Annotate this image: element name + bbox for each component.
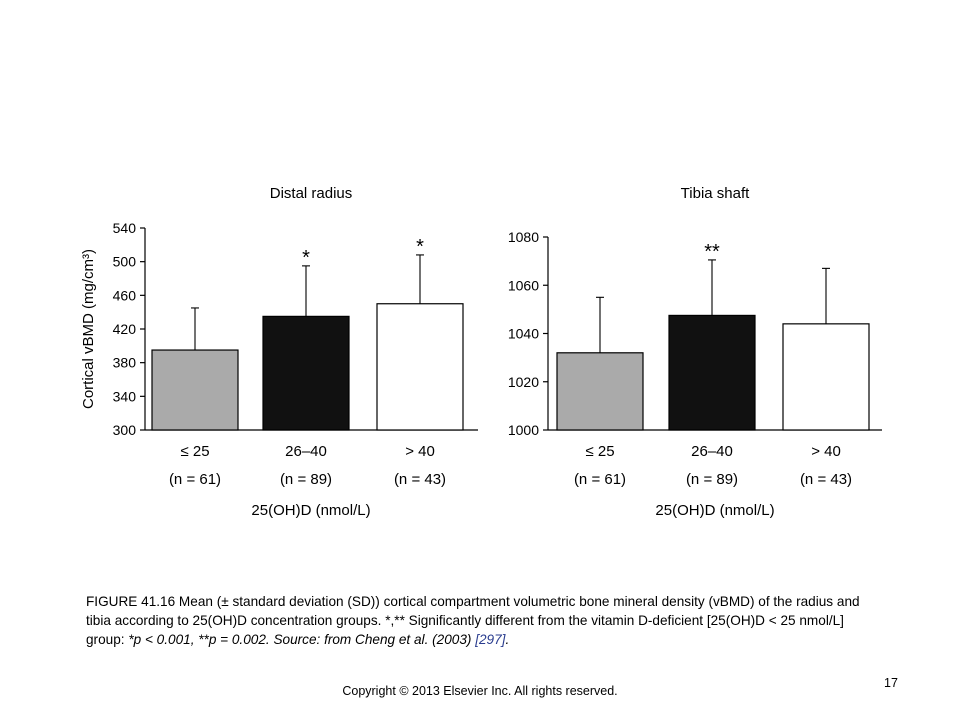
figure-charts: Distal radius 300 340 380 420 460 500 540 Cortic… <box>80 185 882 519</box>
sample-size-label: (n = 89) <box>686 471 738 488</box>
chart-title: Distal radius <box>270 185 353 202</box>
significance-marker: ** <box>704 241 720 263</box>
y-tick-label: 1000 <box>508 422 539 438</box>
y-tick-label: 1060 <box>508 277 539 293</box>
y-tick-label: 1080 <box>508 229 539 245</box>
y-tick-label: 380 <box>113 355 137 371</box>
figure-label: FIGURE 41.16 <box>86 594 176 609</box>
category-label: > 40 <box>811 443 841 460</box>
y-tick-label: 1020 <box>508 374 539 390</box>
y-tick-label: 460 <box>113 287 137 303</box>
y-tick-label: 540 <box>113 220 137 236</box>
bar <box>668 314 756 431</box>
chart-title: Tibia shaft <box>681 185 750 202</box>
caption-text: Mean (± standard deviation (SD)) cortica… <box>86 594 860 647</box>
category-label: ≤ 25 <box>585 443 614 460</box>
significance-marker: * <box>416 236 424 258</box>
bar <box>262 315 350 431</box>
y-tick-label: 420 <box>113 321 137 337</box>
bar <box>376 303 464 431</box>
category-label: ≤ 25 <box>180 443 209 460</box>
significance-marker: * <box>302 247 310 269</box>
y-tick-label: 340 <box>113 388 137 404</box>
sample-size-label: (n = 43) <box>394 471 446 488</box>
caption-end: . <box>505 632 510 647</box>
caption-reference-link[interactable]: [297] <box>475 632 506 647</box>
category-label: 26–40 <box>691 443 733 460</box>
sample-size-label: (n = 89) <box>280 471 332 488</box>
bar <box>782 323 870 431</box>
sample-size-label: (n = 43) <box>800 471 852 488</box>
sample-size-label: (n = 61) <box>574 471 626 488</box>
caption-stats: *p < 0.001, **p = 0.002. Source: from Ch… <box>128 632 476 647</box>
y-tick-label: 1040 <box>508 326 539 342</box>
x-axis-label: 25(OH)D (nmol/L) <box>251 502 370 519</box>
y-tick-label: 300 <box>113 422 137 438</box>
y-tick-label: 500 <box>113 254 137 270</box>
figure-caption: FIGURE 41.16 Mean (± standard deviation … <box>86 592 886 649</box>
category-label: > 40 <box>405 443 435 460</box>
bar <box>151 349 239 431</box>
category-label: 26–40 <box>285 443 327 460</box>
bar <box>556 352 644 431</box>
copyright-notice: Copyright © 2013 Elsevier Inc. All right… <box>342 684 618 698</box>
page-number: 17 <box>884 676 898 690</box>
y-axis-label: Cortical vBMD (mg/cm³) <box>80 249 97 409</box>
sample-size-label: (n = 61) <box>169 471 221 488</box>
x-axis-label: 25(OH)D (nmol/L) <box>655 502 774 519</box>
